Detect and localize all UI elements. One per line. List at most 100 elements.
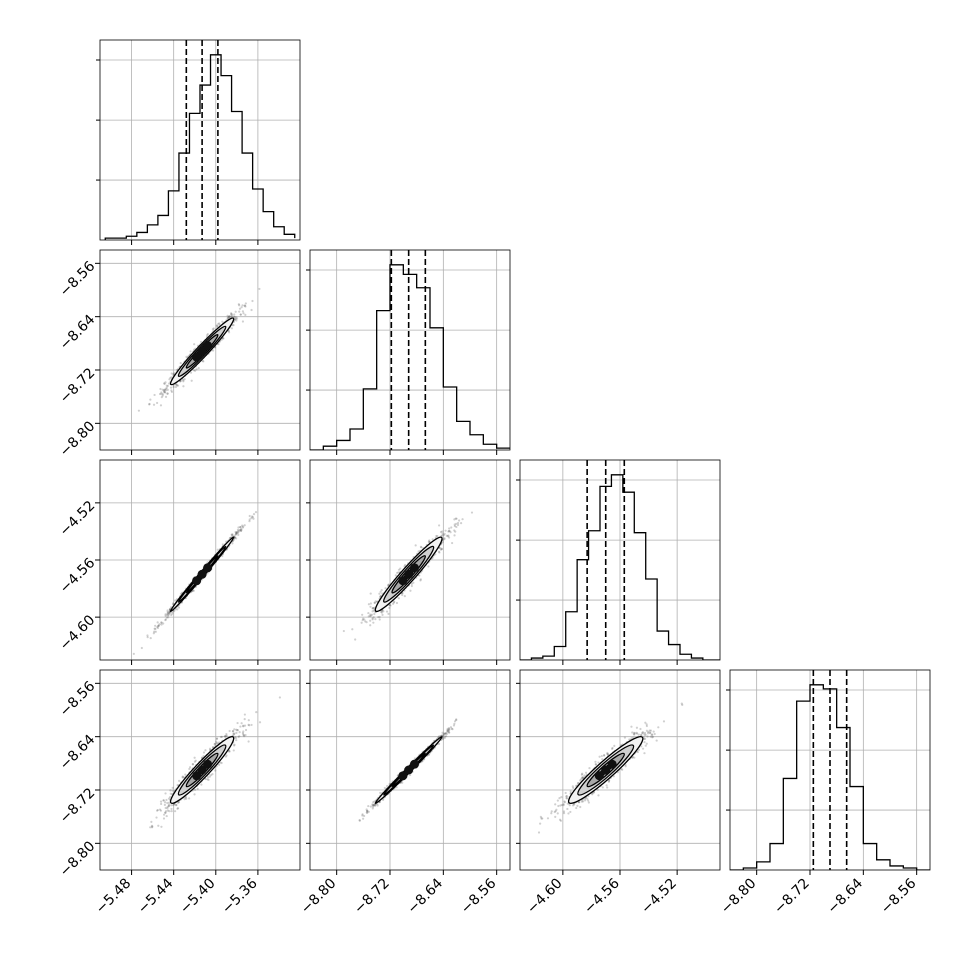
y-tick-label: −8.64 (57, 312, 99, 354)
sample-point (221, 554, 224, 558)
sample-point (216, 742, 219, 745)
sample-point (162, 799, 165, 802)
sample-point (243, 304, 246, 307)
sample-point (403, 595, 406, 598)
sample-point (250, 308, 253, 312)
sample-point (163, 813, 166, 816)
sample-point (206, 332, 209, 336)
sample-point (193, 793, 196, 796)
sample-point (170, 810, 173, 813)
sample-point (233, 732, 236, 735)
sample-point (146, 634, 149, 637)
sample-point (443, 736, 446, 740)
sample-point (152, 632, 155, 635)
sample-point (378, 592, 381, 595)
sample-point (189, 766, 192, 769)
sample-point (428, 541, 431, 544)
sample-point (372, 804, 376, 807)
sample-point (440, 734, 443, 737)
sample-point (165, 384, 168, 387)
sample-point (427, 540, 430, 543)
sample-point (212, 327, 215, 330)
x-tick-label: −5.44 (135, 875, 177, 917)
sample-point (213, 742, 217, 745)
sample-point (369, 614, 372, 617)
sample-point (630, 737, 633, 740)
sample-point (238, 735, 241, 738)
sample-point (392, 601, 396, 604)
sample-point (603, 753, 606, 757)
sample-point (441, 734, 445, 737)
sample-point (169, 789, 172, 792)
sample-point (470, 511, 474, 514)
sample-point (172, 385, 175, 389)
sample-point (226, 314, 229, 317)
sample-point (455, 525, 458, 529)
sample-point (211, 746, 215, 749)
sample-point (437, 742, 441, 746)
sample-point (384, 587, 387, 590)
sample-point (216, 548, 219, 551)
density-peak (409, 759, 419, 769)
sample-point (168, 612, 171, 615)
sample-point (182, 385, 185, 388)
sample-point (440, 548, 443, 551)
sample-point (166, 392, 169, 395)
sample-point (153, 630, 156, 633)
sample-point (446, 731, 449, 734)
density-peak (203, 563, 213, 573)
sample-point (372, 609, 376, 612)
sample-point (215, 740, 218, 743)
sample-point (374, 804, 377, 807)
sample-point (640, 745, 643, 748)
sample-point (244, 728, 248, 732)
sample-point (217, 343, 220, 346)
sample-point (361, 814, 364, 817)
sample-point (228, 750, 231, 753)
sample-point (247, 719, 250, 722)
sample-point (184, 773, 187, 776)
sample-point (369, 615, 372, 618)
sample-point (365, 621, 368, 624)
y-tick-label: −8.56 (57, 258, 99, 300)
sample-point (565, 796, 568, 800)
sample-point (459, 522, 463, 525)
sample-point (156, 621, 159, 624)
sample-point (208, 747, 212, 750)
sample-point (389, 604, 392, 607)
sample-point (206, 776, 210, 779)
sample-point (181, 775, 184, 778)
sample-point (439, 530, 443, 534)
sample-point (231, 542, 234, 545)
sample-point (169, 795, 172, 799)
sample-point (247, 723, 250, 726)
sample-point (395, 601, 399, 605)
sample-point (177, 801, 181, 804)
sample-point (443, 735, 446, 738)
sample-point (176, 784, 179, 787)
sample-point (184, 796, 187, 799)
y-tick-label: −4.60 (57, 612, 99, 654)
sample-point (154, 627, 157, 630)
sample-point (149, 826, 152, 829)
sample-point (227, 329, 231, 333)
sample-point (451, 541, 454, 545)
sample-point (243, 713, 246, 716)
sample-point (217, 322, 220, 325)
y-tick-label: −8.72 (57, 365, 99, 407)
sample-point (237, 530, 240, 533)
sample-point (200, 783, 203, 786)
sample-point (443, 732, 446, 735)
sample-point (641, 731, 644, 734)
sample-point (166, 612, 170, 615)
sample-point (419, 578, 422, 581)
sample-point (166, 609, 169, 612)
sample-point (428, 539, 431, 542)
sample-point (239, 313, 242, 316)
sample-point (194, 759, 197, 762)
sample-point (455, 522, 458, 525)
sample-point (219, 735, 223, 739)
sample-point (164, 792, 167, 795)
sample-point (207, 778, 210, 781)
sample-point (381, 609, 384, 612)
